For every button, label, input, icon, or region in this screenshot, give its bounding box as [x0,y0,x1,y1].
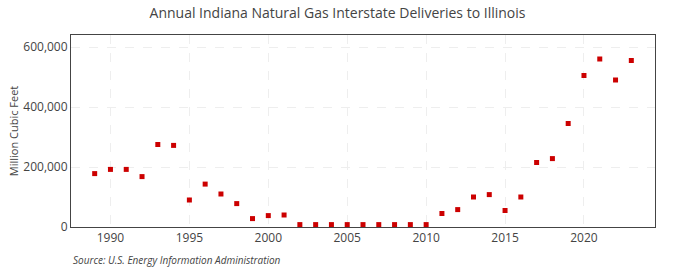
svg-text:2010: 2010 [412,229,440,246]
svg-text:0: 0 [61,218,68,235]
svg-text:400,000: 400,000 [23,98,67,115]
svg-text:1995: 1995 [176,229,204,246]
svg-text:Source: U.S. Energy Informatio: Source: U.S. Energy Information Administ… [73,253,281,267]
svg-text:600,000: 600,000 [23,38,67,55]
svg-text:200,000: 200,000 [23,158,67,175]
svg-text:1990: 1990 [97,229,125,246]
svg-text:Million Cubic Feet: Million Cubic Feet [6,86,21,177]
svg-text:Annual Indiana Natural Gas Int: Annual Indiana Natural Gas Interstate De… [150,3,526,22]
svg-text:2020: 2020 [570,229,598,246]
svg-text:2005: 2005 [333,229,361,246]
svg-text:2015: 2015 [491,229,519,246]
svg-text:2000: 2000 [255,229,283,246]
